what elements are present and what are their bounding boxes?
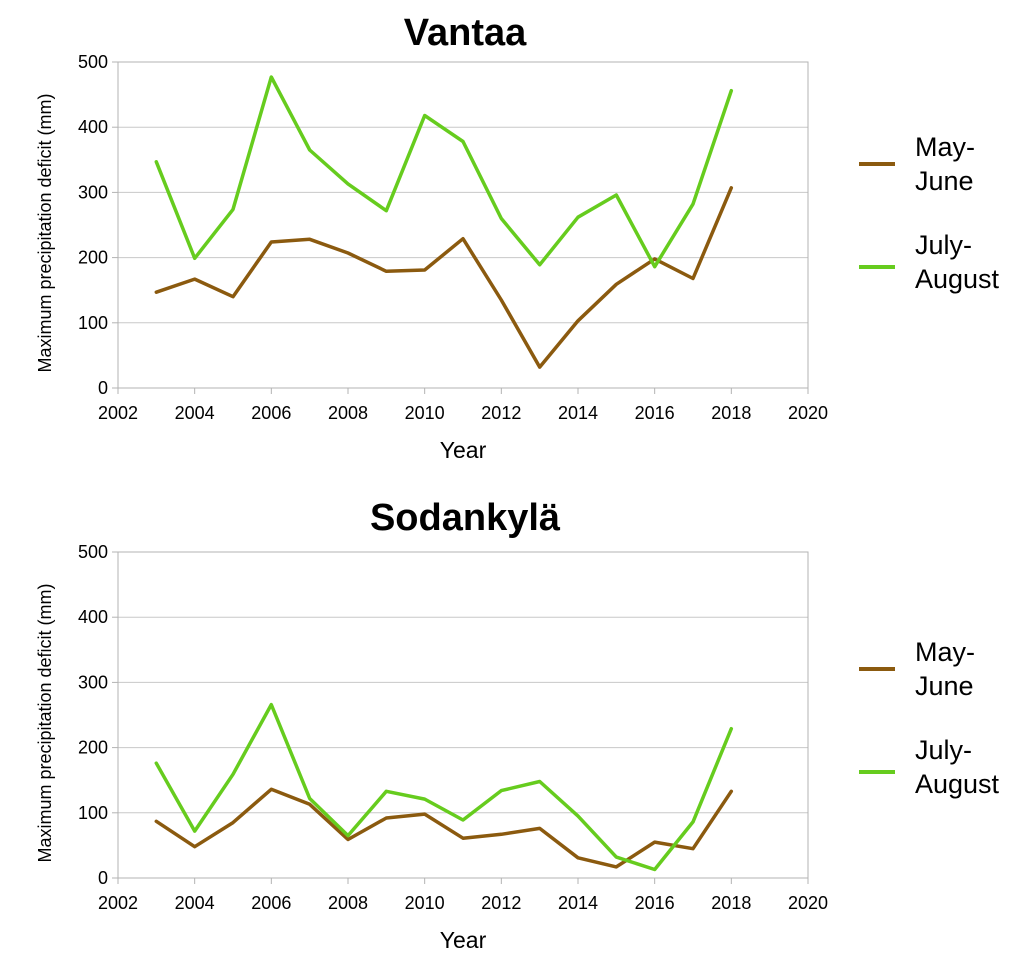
- chart-sodankyla-plot: 0 100 200 300 400 500 2002 2004 2006 2008 2010 2012…: [35, 542, 828, 953]
- x-axis-label: Year: [440, 437, 487, 463]
- x-tick-label: 2018: [711, 893, 751, 913]
- legend-label: July-: [915, 230, 973, 260]
- legend-swatch-may-june: [859, 667, 895, 671]
- x-tick-label: 2010: [405, 893, 445, 913]
- y-tick-label: 300: [78, 672, 108, 692]
- x-tick-label: 2012: [481, 893, 521, 913]
- y-tick-label: 100: [78, 313, 108, 333]
- series-line-may-june: [154, 787, 734, 869]
- x-axis-label: Year: [440, 927, 487, 953]
- x-tick-label: 2004: [175, 403, 215, 423]
- legend-swatch-may-june: [859, 162, 895, 166]
- chart-title: Sodankylä: [369, 497, 561, 539]
- y-axis-label: Maximum precipitation deficit (mm): [35, 93, 55, 372]
- chart-vantaa: Vantaa 0 100 200 300 400 500 2002 2004 2006 2008 2…: [35, 12, 1000, 463]
- y-tick-label: 0: [98, 378, 108, 398]
- y-axis-label: Maximum precipitation deficit (mm): [35, 583, 55, 862]
- plot-area-frame: [117, 551, 809, 879]
- y-tick-label: 500: [78, 52, 108, 72]
- y-tick-label: 400: [78, 607, 108, 627]
- x-tick-label: 2002: [98, 893, 138, 913]
- x-tick-label: 2012: [481, 403, 521, 423]
- legend-label: May-: [915, 132, 975, 162]
- legend-swatch-july-august: [859, 770, 895, 774]
- x-tick-label: 2016: [635, 403, 675, 423]
- y-tick-label: 400: [78, 117, 108, 137]
- chart-vantaa-plot: 0 100 200 300 400 500 2002 2004 2006 2008 2010 2012…: [35, 52, 828, 463]
- x-tick-label: 2006: [251, 893, 291, 913]
- y-tick-label: 300: [78, 182, 108, 202]
- chart-sodankyla: Sodankylä 0 100 200 300 400 500 2002 2004 2006 20…: [0, 485, 1024, 969]
- x-tick-label: 2014: [558, 893, 598, 913]
- legend-label: August: [915, 769, 1000, 799]
- legend-label: July-: [915, 735, 973, 765]
- legend-label: June: [915, 166, 974, 196]
- y-tick-label: 200: [78, 248, 108, 268]
- chart-title: Vantaa: [403, 12, 527, 54]
- legend-label: May-: [915, 637, 975, 667]
- legend-label: August: [915, 264, 1000, 294]
- x-tick-label: 2008: [328, 403, 368, 423]
- y-tick-label: 500: [78, 542, 108, 562]
- x-tick-label: 2020: [788, 403, 828, 423]
- x-tick-label: 2004: [175, 893, 215, 913]
- x-tick-label: 2002: [98, 403, 138, 423]
- x-tick-label: 2006: [251, 403, 291, 423]
- x-tick-label: 2010: [405, 403, 445, 423]
- x-tick-label: 2008: [328, 893, 368, 913]
- x-tick-label: 2020: [788, 893, 828, 913]
- series-line-july-august: [154, 75, 734, 269]
- series-line-july-august: [154, 702, 734, 872]
- series-line-may-june: [154, 186, 734, 369]
- x-tick-label: 2016: [635, 893, 675, 913]
- legend-label: June: [915, 671, 974, 701]
- x-tick-label: 2014: [558, 403, 598, 423]
- plot-area-frame: [117, 61, 809, 389]
- legend-swatch-july-august: [859, 265, 895, 269]
- y-tick-label: 200: [78, 738, 108, 758]
- y-tick-label: 0: [98, 868, 108, 888]
- x-tick-label: 2018: [711, 403, 751, 423]
- y-tick-label: 100: [78, 803, 108, 823]
